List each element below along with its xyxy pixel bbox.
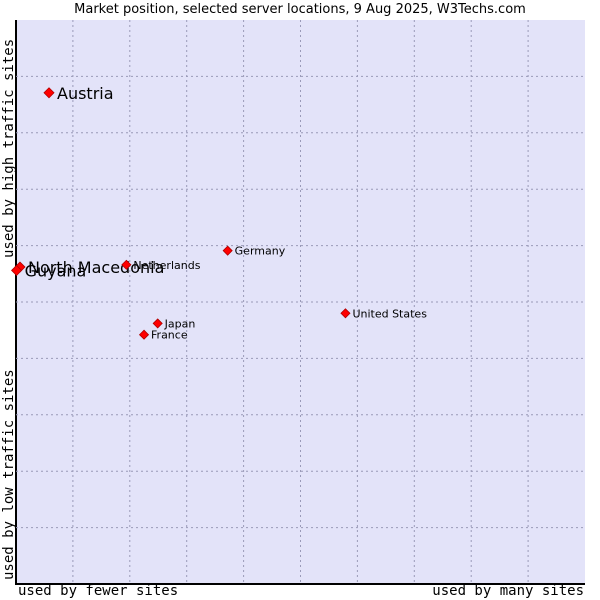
point-united-states	[340, 308, 351, 319]
label-france: France	[151, 329, 188, 342]
label-japan: Japan	[164, 317, 196, 330]
x-axis-label-low: used by fewer sites	[18, 583, 179, 599]
x-axis-label-high: used by many sites	[432, 583, 584, 599]
point-netherlands	[121, 259, 132, 270]
point-guyana	[11, 264, 23, 276]
label-germany: Germany	[235, 245, 286, 258]
point-japan	[152, 318, 163, 329]
label-austria: Austria	[57, 84, 114, 103]
label-united-states: United States	[352, 307, 427, 320]
y-axis-label-high: used by high traffic sites	[1, 38, 17, 258]
y-axis-label-low: used by low traffic sites	[1, 369, 17, 580]
point-austria	[43, 87, 55, 99]
label-north-macedonia: North Macedonia	[28, 258, 164, 277]
point-germany	[222, 245, 233, 256]
label-guyana: Guyana	[25, 261, 87, 280]
chart-title: Market position, selected server locatio…	[74, 2, 526, 17]
point-france	[138, 329, 150, 340]
label-netherlands: Netherlands	[133, 259, 200, 272]
